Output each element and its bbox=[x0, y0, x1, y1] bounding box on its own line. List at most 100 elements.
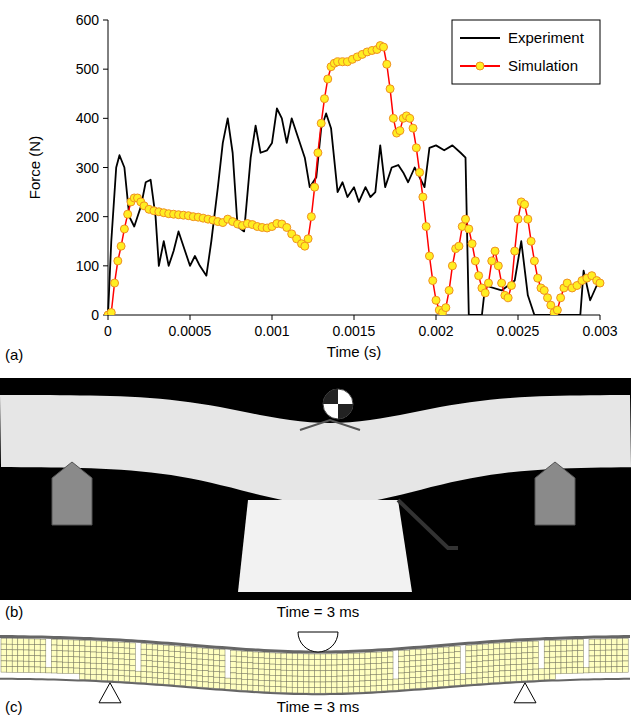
mesh-cell bbox=[606, 661, 612, 667]
mesh-cell bbox=[231, 667, 237, 673]
series-marker bbox=[432, 296, 440, 304]
mesh-cell bbox=[208, 649, 214, 655]
mesh-cell bbox=[219, 650, 225, 656]
mesh-cell bbox=[505, 654, 511, 660]
mesh-cell bbox=[141, 660, 147, 666]
mesh-cell bbox=[147, 672, 153, 678]
mesh-cell bbox=[7, 644, 13, 650]
mesh-cell bbox=[376, 675, 382, 681]
mesh-cell bbox=[522, 670, 528, 676]
mesh-cell bbox=[119, 659, 125, 665]
mesh-cell bbox=[264, 658, 270, 664]
mesh-cell bbox=[275, 687, 281, 693]
mesh-cell bbox=[247, 663, 253, 669]
mesh-cell bbox=[415, 655, 421, 661]
mesh-cell bbox=[130, 654, 136, 660]
mesh-cell bbox=[315, 676, 321, 682]
mesh-cell bbox=[348, 681, 354, 687]
series-marker bbox=[557, 294, 565, 302]
mesh-cell bbox=[23, 661, 29, 667]
mesh-cell bbox=[35, 639, 41, 645]
mesh-cell bbox=[147, 644, 153, 650]
mesh-cell bbox=[219, 666, 225, 672]
mesh-cell bbox=[387, 651, 393, 657]
mesh-cell bbox=[264, 653, 270, 659]
y-tick-label: 500 bbox=[76, 61, 100, 77]
y-tick-label: 600 bbox=[76, 12, 100, 28]
mesh-cell bbox=[152, 672, 158, 678]
mesh-cell bbox=[595, 656, 601, 662]
mesh-cell bbox=[365, 686, 371, 692]
mesh-cell bbox=[309, 660, 315, 666]
mesh-cell bbox=[219, 683, 225, 689]
mesh-cell bbox=[567, 651, 573, 657]
mesh-cell bbox=[623, 650, 629, 656]
mesh-cell bbox=[354, 676, 360, 682]
mesh-cell bbox=[281, 659, 287, 665]
mesh-cell bbox=[438, 664, 444, 670]
mesh-cell bbox=[242, 679, 248, 685]
x-tick bbox=[354, 315, 355, 320]
mesh-cell bbox=[522, 659, 528, 665]
mesh-cell bbox=[96, 658, 102, 664]
mesh-cell bbox=[483, 678, 489, 684]
series-marker bbox=[396, 127, 404, 135]
mesh-cell bbox=[236, 685, 242, 691]
mesh-cell bbox=[466, 673, 472, 679]
series-marker bbox=[120, 225, 128, 233]
mesh-cell bbox=[186, 681, 192, 687]
mesh-cell bbox=[264, 675, 270, 681]
mesh-cell bbox=[40, 650, 46, 656]
mesh-cell bbox=[191, 681, 197, 687]
mesh-cell bbox=[449, 669, 455, 675]
mesh-cell bbox=[348, 665, 354, 671]
series-marker bbox=[498, 279, 506, 287]
mesh-cell bbox=[421, 655, 427, 661]
mesh-cell bbox=[231, 656, 237, 662]
mesh-cell bbox=[242, 674, 248, 680]
mesh-cell bbox=[494, 649, 500, 655]
mesh-cell bbox=[466, 657, 472, 663]
mesh-cell bbox=[180, 658, 186, 664]
mesh-cell bbox=[365, 653, 371, 659]
mesh-cell bbox=[365, 664, 371, 670]
mesh-cell bbox=[191, 653, 197, 659]
mesh-cell bbox=[12, 667, 18, 673]
mesh-cell bbox=[343, 670, 349, 676]
mesh-cell bbox=[550, 646, 556, 652]
mesh-cell bbox=[455, 669, 461, 675]
mesh-cell bbox=[175, 646, 181, 652]
series-marker bbox=[530, 257, 538, 265]
mesh-cell bbox=[432, 670, 438, 676]
mesh-cell bbox=[152, 656, 158, 662]
mesh-cell bbox=[527, 669, 533, 675]
mesh-cell bbox=[163, 668, 169, 674]
mesh-cell bbox=[197, 676, 203, 682]
mesh-cell bbox=[404, 667, 410, 673]
series-marker bbox=[307, 213, 315, 221]
mesh-cell bbox=[208, 666, 214, 672]
mesh-cell bbox=[337, 676, 343, 682]
mesh-cell bbox=[169, 651, 175, 657]
mesh-cell bbox=[18, 667, 24, 673]
mesh-cell bbox=[119, 648, 125, 654]
series-marker bbox=[124, 210, 132, 218]
mesh-cell bbox=[158, 678, 164, 684]
mesh-cell bbox=[214, 666, 220, 672]
mesh-cell bbox=[180, 675, 186, 681]
x-tick bbox=[436, 315, 437, 320]
mesh-cell bbox=[550, 640, 556, 646]
mesh-cell bbox=[191, 647, 197, 653]
mesh-cell bbox=[303, 654, 309, 660]
mesh-cell bbox=[432, 659, 438, 665]
mesh-cell bbox=[583, 667, 589, 673]
mesh-cell bbox=[68, 640, 74, 646]
mesh-cell bbox=[477, 661, 483, 667]
series-marker bbox=[534, 274, 542, 282]
mesh-cell bbox=[600, 650, 606, 656]
mesh-cell bbox=[270, 681, 276, 687]
mesh-cell bbox=[186, 653, 192, 659]
mesh-cell bbox=[421, 677, 427, 683]
mesh-cell bbox=[236, 668, 242, 674]
mesh-cell bbox=[527, 675, 533, 681]
